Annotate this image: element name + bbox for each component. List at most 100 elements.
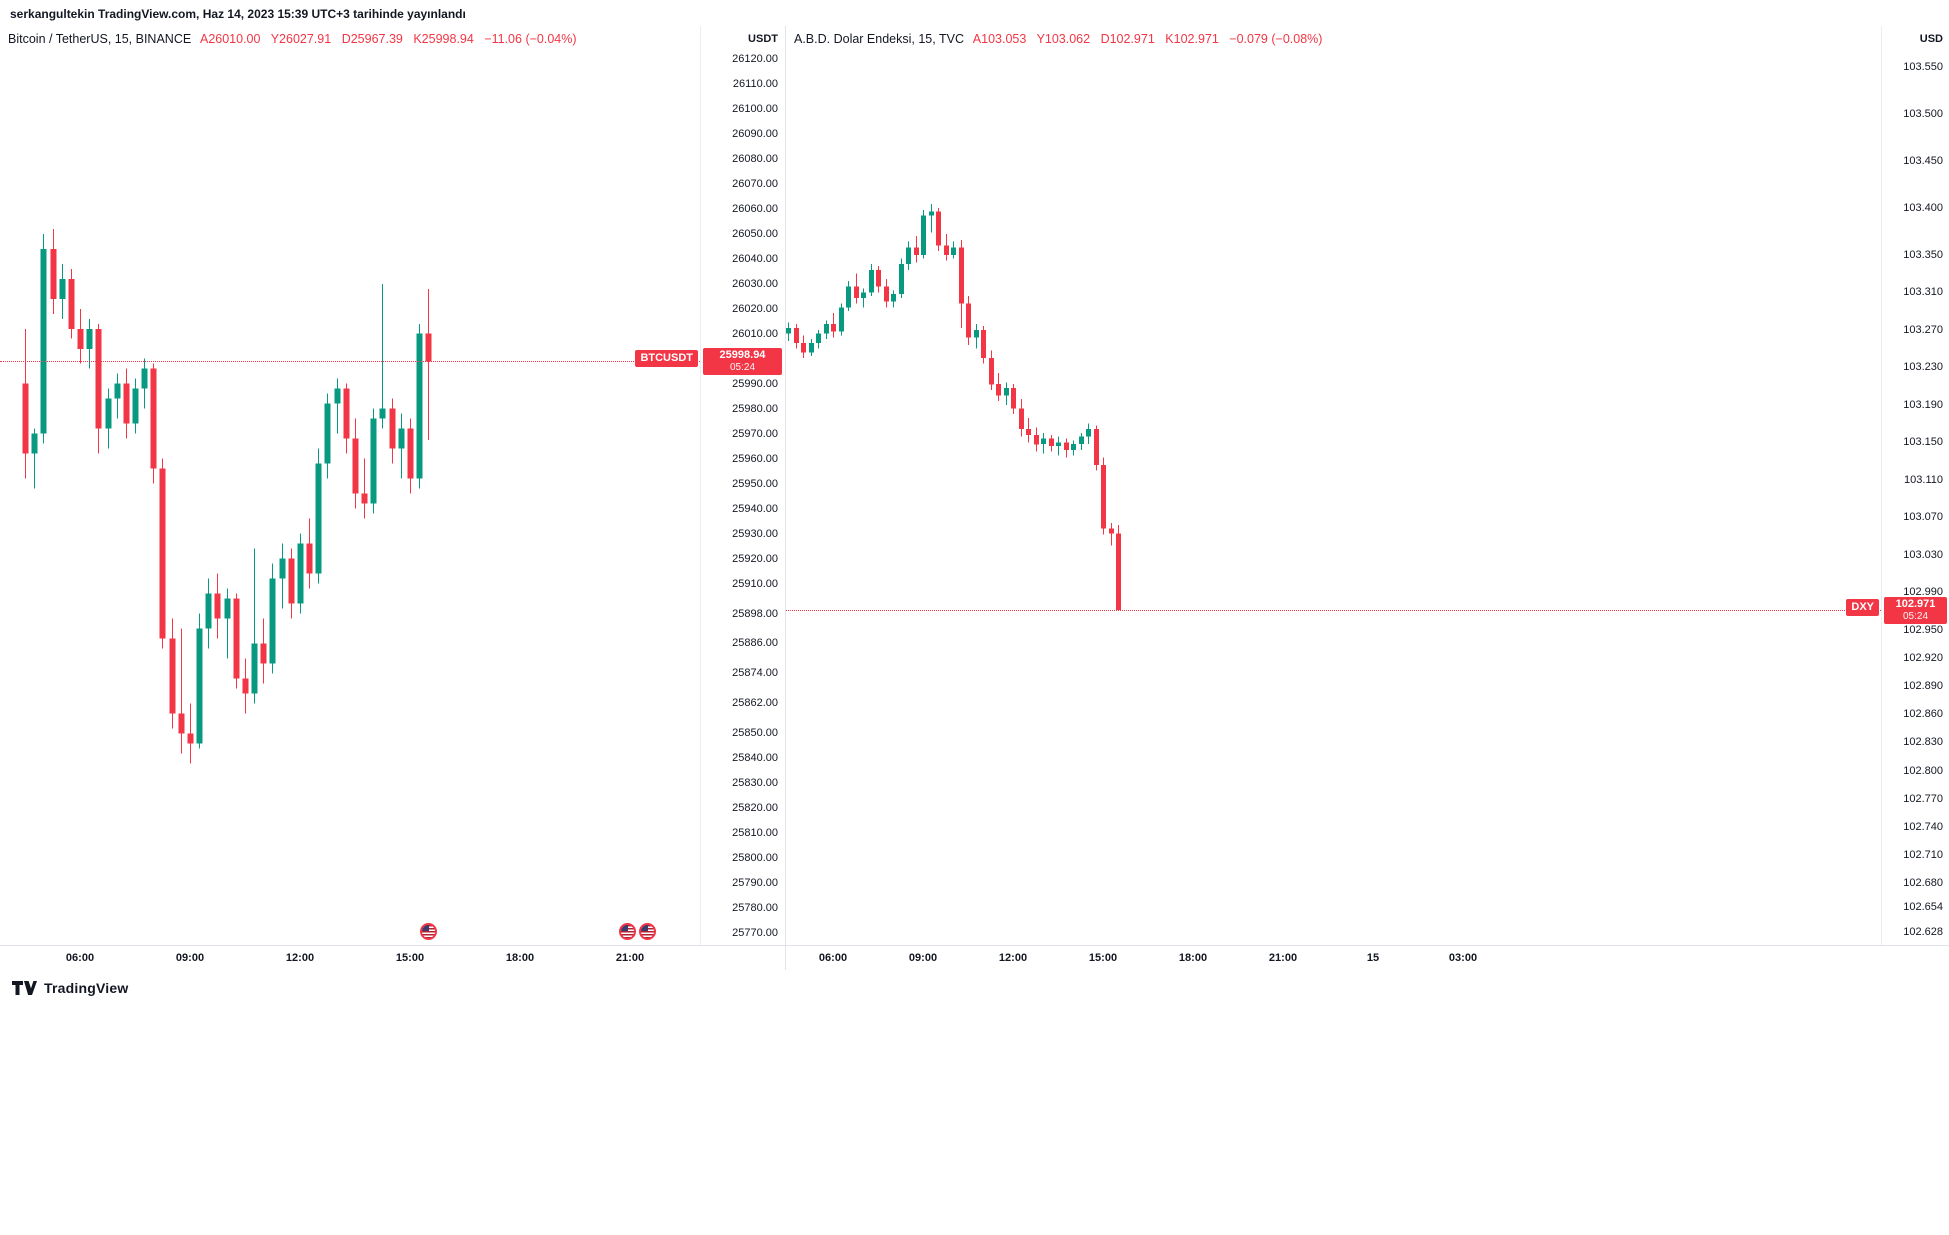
price-tick-label: 25850.00	[732, 727, 778, 739]
tradingview-brand-text[interactable]: TradingView	[44, 980, 129, 996]
dxy-time-axis[interactable]: 06:00 09:00 12:00 15:00 18:00 21:00 15 03:00	[786, 945, 1949, 970]
price-tick-label: 103.450	[1903, 155, 1943, 167]
candle	[31, 428, 38, 489]
candle	[233, 593, 240, 689]
candle	[77, 308, 84, 364]
candle	[914, 236, 919, 263]
price-tick-label: 26080.00	[732, 153, 778, 165]
candle	[205, 578, 212, 649]
economic-event-flag-icon[interactable]	[420, 923, 437, 940]
btcusdt-legend: Bitcoin / TetherUS, 15, BINANCE A26010.0…	[8, 32, 584, 46]
symbol-title[interactable]: Bitcoin / TetherUS, 15, BINANCE	[8, 32, 192, 46]
time-tick-label: 12:00	[285, 952, 315, 964]
dxy-plot-area[interactable]: A.B.D. Dolar Endeksi, 15, TVC A103.053 Y…	[786, 26, 1881, 945]
time-tick-label: 09:00	[175, 952, 205, 964]
btcusdt-plot-area[interactable]: Bitcoin / TetherUS, 15, BINANCE A26010.0…	[0, 26, 700, 945]
price-tick-label: 103.270	[1903, 324, 1943, 336]
price-tick-label: 25990.00	[732, 378, 778, 390]
price-tick-label: 103.150	[1903, 436, 1943, 448]
axis-currency-label: USD	[1919, 33, 1943, 45]
price-tick-label: 25940.00	[732, 503, 778, 515]
candle	[86, 318, 93, 369]
candle	[214, 573, 221, 639]
price-tick-label: 102.830	[1903, 736, 1943, 748]
price-tick-label: 25840.00	[732, 752, 778, 764]
candle	[269, 563, 276, 674]
candle	[297, 533, 304, 614]
price-tick-label: 25874.00	[732, 667, 778, 679]
btcusdt-time-axis[interactable]: 06:00 09:00 12:00 15:00 18:00 21:00	[0, 945, 785, 970]
last-price-line	[786, 610, 1881, 611]
price-tick-label: 26110.00	[732, 78, 778, 90]
candle	[187, 703, 194, 764]
price-tick-label: 103.500	[1903, 108, 1943, 120]
candlestick-layer	[786, 204, 1121, 611]
symbol-price-tag: DXY	[1846, 599, 1879, 616]
btcusdt-price-axis[interactable]: USDT 25998.94 05:24 26120.00 26110.00 2610…	[700, 26, 785, 945]
candle	[379, 283, 386, 429]
candle	[123, 368, 130, 439]
candle	[899, 258, 904, 298]
candle	[169, 618, 176, 729]
price-tick-label: 103.550	[1903, 61, 1943, 73]
time-tick-label: 21:00	[615, 952, 645, 964]
candle	[105, 388, 112, 449]
price-tick-label: 102.950	[1903, 624, 1943, 636]
dxy-price-axis[interactable]: USD 102.971 05:24 103.550 103.500 103.450 1…	[1881, 26, 1949, 945]
price-tick-label: 103.030	[1903, 549, 1943, 561]
price-tick-label: 103.110	[1904, 474, 1943, 486]
candle	[361, 458, 368, 519]
candle	[936, 207, 941, 252]
price-tick-label: 26010.00	[732, 328, 778, 340]
time-tick-label: 15:00	[395, 952, 425, 964]
close-value: K25998.94	[413, 32, 474, 46]
candle	[159, 458, 166, 649]
candlestick-layer	[22, 228, 432, 764]
candle	[95, 323, 102, 454]
price-tick-label: 25886.00	[732, 637, 778, 649]
candle	[334, 378, 341, 434]
candle	[1064, 438, 1069, 458]
economic-event-flag-icon[interactable]	[619, 923, 636, 940]
price-tick-label: 26030.00	[732, 278, 778, 290]
price-tick-label: 26040.00	[732, 253, 778, 265]
candle	[141, 358, 148, 409]
price-tick-label: 102.800	[1903, 765, 1943, 777]
price-tick-label: 25970.00	[732, 428, 778, 440]
change-value: −0.079 (−0.08%)	[1229, 32, 1323, 46]
candle	[794, 324, 799, 349]
time-tick-label: 18:00	[1178, 952, 1208, 964]
candle	[315, 448, 322, 584]
candle	[876, 266, 881, 293]
time-tick-label: 18:00	[505, 952, 535, 964]
candle	[178, 628, 185, 754]
low-value: D25967.39	[341, 32, 403, 46]
candle	[861, 288, 866, 308]
last-price-line	[0, 361, 700, 362]
price-tick-label: 102.920	[1903, 652, 1943, 664]
time-tick-label: 06:00	[818, 952, 848, 964]
candle	[114, 373, 121, 419]
candle	[1049, 434, 1054, 452]
price-tick-label: 25800.00	[732, 852, 778, 864]
symbol-title[interactable]: A.B.D. Dolar Endeksi, 15, TVC	[794, 32, 964, 46]
price-tick-label: 102.654	[1903, 901, 1943, 913]
candle	[242, 658, 249, 714]
price-tick-label: 103.190	[1903, 399, 1943, 411]
price-tick-label: 25930.00	[732, 528, 778, 540]
price-tick-label: 102.890	[1903, 680, 1943, 692]
candle	[425, 289, 432, 441]
published-line: serkangultekin TradingView.com, Haz 14, …	[10, 7, 466, 21]
candle	[370, 408, 377, 514]
price-tick-label: 103.070	[1903, 511, 1943, 523]
economic-event-flag-icon[interactable]	[639, 923, 656, 940]
tradingview-logo-icon[interactable]	[12, 981, 37, 995]
price-tick-label: 26120.00	[732, 53, 778, 65]
candle	[279, 543, 286, 609]
candle	[944, 234, 949, 261]
high-value: Y103.062	[1036, 32, 1091, 46]
candle	[50, 228, 57, 314]
time-tick-label: 21:00	[1268, 952, 1298, 964]
price-tick-label: 25780.00	[732, 902, 778, 914]
candle	[1011, 384, 1016, 415]
